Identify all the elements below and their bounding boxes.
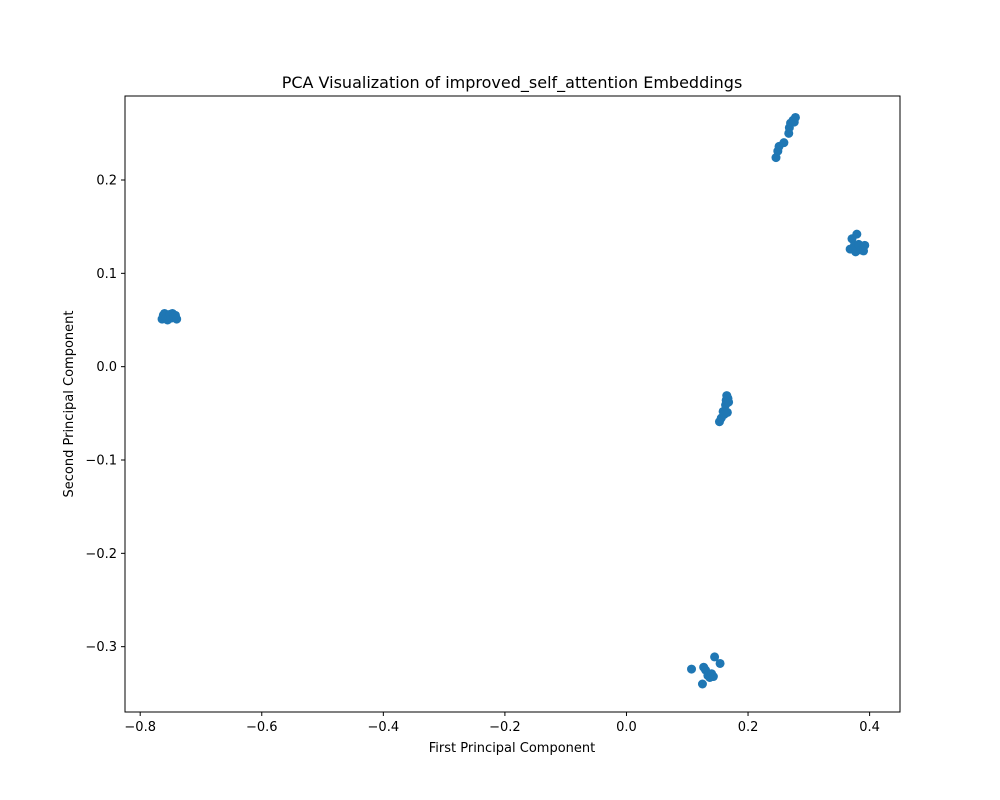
- y-tick-label: −0.2: [85, 547, 117, 562]
- y-tick-label: −0.3: [85, 640, 117, 655]
- x-tick-label: −0.2: [489, 720, 521, 735]
- data-point: [779, 138, 789, 148]
- y-tick-label: 0.0: [96, 360, 117, 375]
- y-axis: −0.3 −0.2 −0.1 0.0 0.1 0.2: [85, 174, 125, 655]
- x-axis-title: First Principal Component: [429, 741, 596, 756]
- x-tick-label: 0.0: [616, 720, 637, 735]
- data-point: [715, 658, 725, 668]
- data-point: [687, 664, 697, 674]
- y-tick-label: −0.1: [85, 454, 117, 469]
- x-tick-label: −0.6: [246, 720, 278, 735]
- y-tick-label: 0.1: [96, 267, 117, 282]
- x-tick-label: 0.4: [859, 720, 880, 735]
- data-point: [852, 229, 862, 239]
- x-tick-label: 0.2: [738, 720, 759, 735]
- data-point: [708, 672, 718, 682]
- x-tick-label: −0.8: [124, 720, 156, 735]
- data-point: [710, 652, 720, 662]
- points-layer: [157, 112, 870, 689]
- y-tick-label: 0.2: [96, 174, 117, 189]
- data-point: [172, 314, 182, 324]
- chart-title: PCA Visualization of improved_self_atten…: [282, 73, 743, 93]
- data-point: [722, 407, 732, 417]
- x-tick-label: −0.4: [368, 720, 400, 735]
- data-point: [724, 397, 734, 407]
- x-axis: −0.8 −0.6 −0.4 −0.2 0.0 0.2 0.4: [124, 712, 880, 735]
- plot-frame: [124, 95, 901, 713]
- data-point: [860, 240, 870, 250]
- data-point: [697, 679, 707, 689]
- data-point: [790, 112, 800, 122]
- y-axis-title: Second Principal Component: [62, 311, 77, 498]
